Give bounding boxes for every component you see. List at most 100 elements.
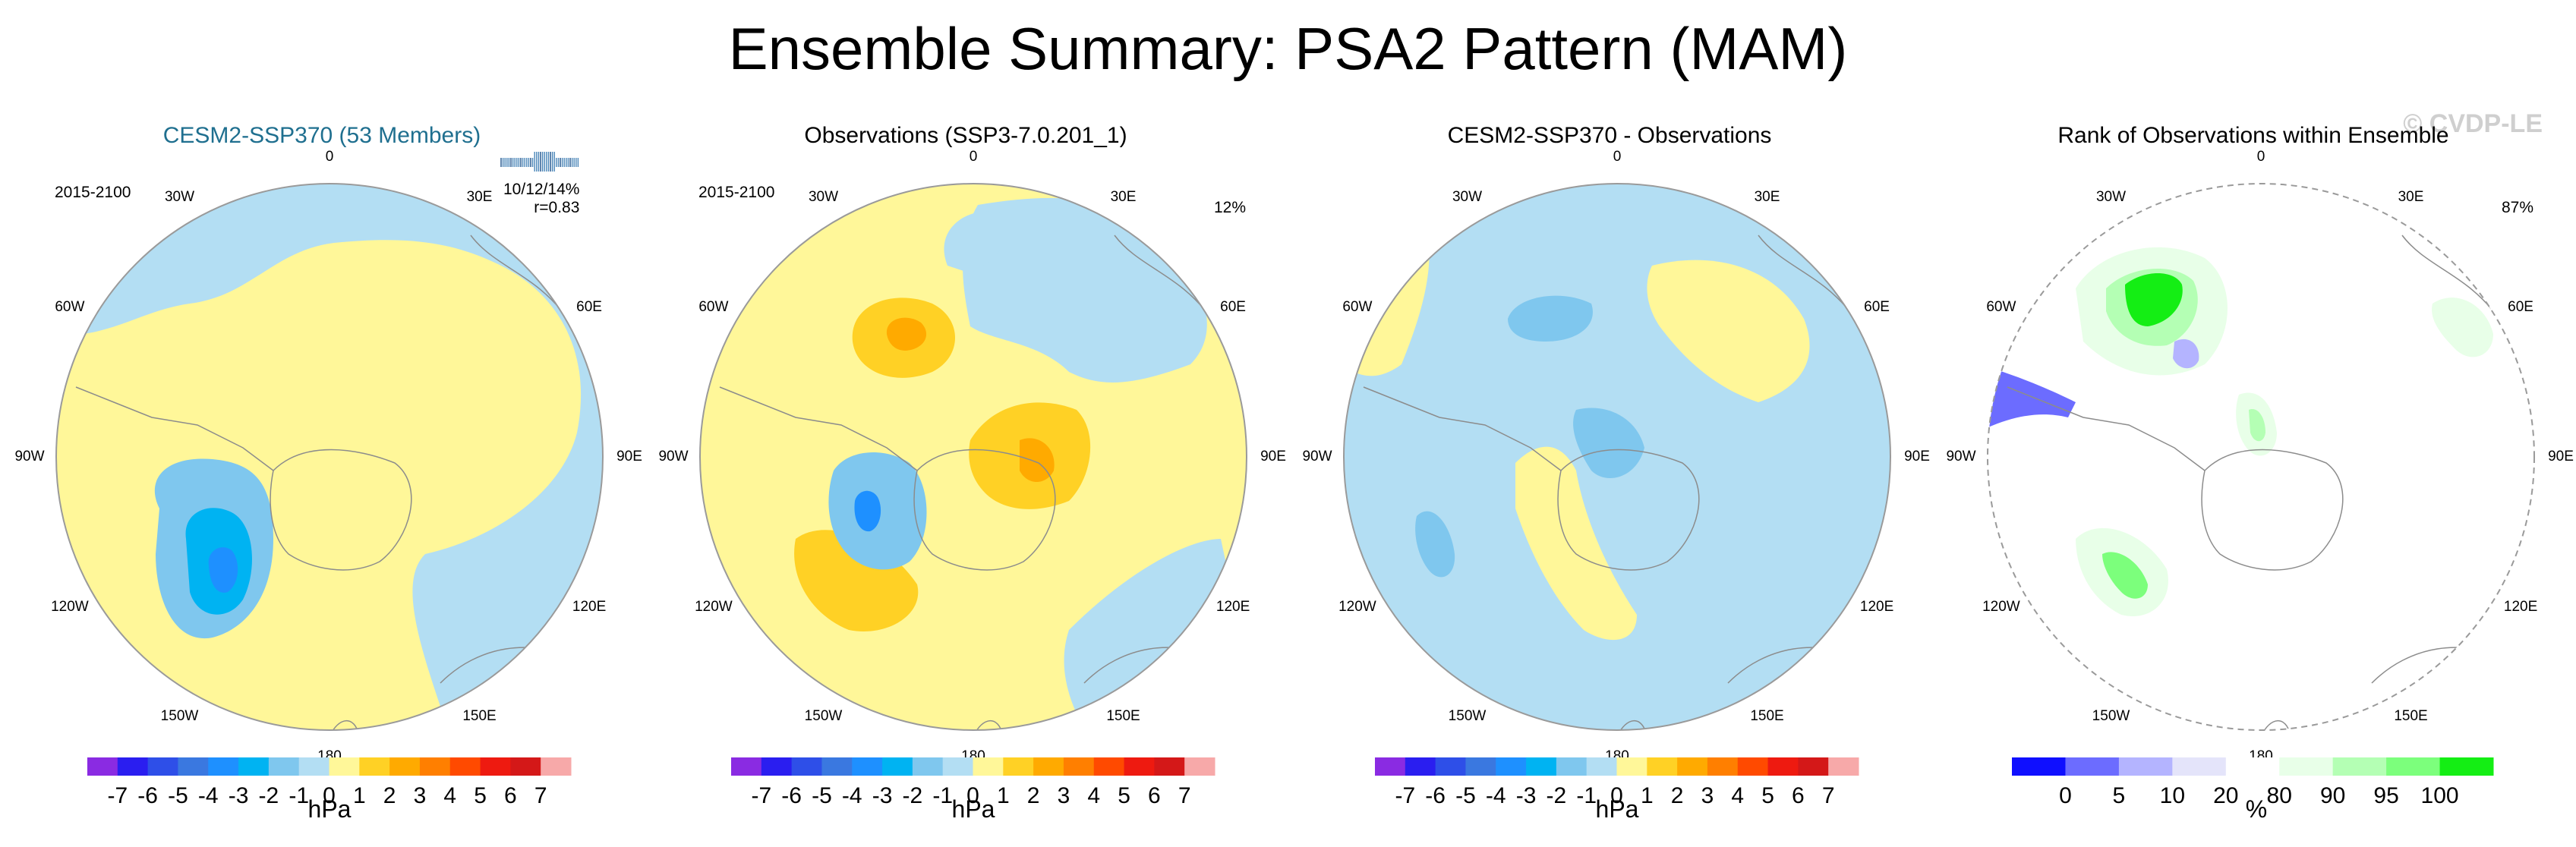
colorbar-swatch: [2225, 757, 2280, 776]
colorbar-swatch: [359, 757, 390, 776]
colorbar-tick-label: 3: [1701, 783, 1714, 808]
colorbar-tick-label: 5: [474, 783, 487, 808]
colorbar-tick-label: 7: [1178, 783, 1191, 808]
colorbar-tick-label: 100: [2421, 783, 2459, 808]
rank-95-100-region: [2102, 552, 2148, 599]
colorbar-unit: hPa: [1595, 795, 1639, 823]
colorbar-tick-label: -5: [168, 783, 188, 808]
panel-rank: Rank of Observations within Ensemble 87%…: [1931, 114, 2575, 842]
colorbar-swatch: [1647, 757, 1678, 776]
colorbar-swatch: [1616, 757, 1647, 776]
longitude-label: 150E: [462, 708, 497, 725]
colorbar-swatch: [298, 757, 329, 776]
colorbar-swatch: [1063, 757, 1095, 776]
colorbar-tick-label: -6: [137, 783, 158, 808]
colorbar-tick-label: -6: [1425, 783, 1446, 808]
antarctica-coast: [719, 386, 1056, 571]
watermark: © CVDP-LE: [2403, 109, 2543, 138]
colorbar-tick-label: 6: [1792, 783, 1805, 808]
colorbar-tick-label: 3: [414, 783, 427, 808]
colorbar-swatch: [1496, 757, 1527, 776]
colorbar-swatch: [973, 757, 1004, 776]
field-positive-region: [1515, 446, 1637, 641]
longitude-label: 120E: [572, 598, 607, 615]
longitude-label: 60W: [55, 298, 85, 315]
field-minus1-region: [1573, 408, 1644, 478]
antarctica-coast: [2007, 386, 2344, 571]
colorbar-swatch: [117, 757, 149, 776]
longitude-label: 60E: [2508, 298, 2533, 315]
colorbar-swatch: [912, 757, 944, 776]
longitude-label: 60E: [576, 298, 602, 315]
colorbar-swatch: [2172, 757, 2227, 776]
colorbar-swatch: [2386, 757, 2441, 776]
polar-map: [1343, 183, 1891, 731]
longitude-label: 30W: [808, 188, 839, 205]
colorbar-tick-label: 90: [2320, 783, 2345, 808]
colorbar-swatch: [268, 757, 300, 776]
colorbar-swatch: [1093, 757, 1125, 776]
colorbar-tick-label: 1: [997, 783, 1010, 808]
field-minus1-region: [1415, 511, 1455, 578]
colorbar-swatch: [1124, 757, 1155, 776]
longitude-label: 150W: [804, 708, 843, 725]
panel-title: Rank of Observations within Ensemble: [2057, 123, 2449, 148]
colorbar-tick-label: 0: [966, 783, 979, 808]
colorbar-tick-label: -2: [259, 783, 279, 808]
colorbar: -7 -6 -5 -4 -3 -2 -1 0 1 2 3 4 5 6 7: [731, 757, 1215, 808]
colorbar-tick-label: 7: [1822, 783, 1835, 808]
colorbar-swatch: [449, 757, 481, 776]
longitude-label: 0: [2256, 149, 2265, 165]
colorbar-swatch: [2279, 757, 2334, 776]
colorbar-tick-label: 2: [1671, 783, 1684, 808]
colorbar-tick-label: 5: [2113, 783, 2126, 808]
colorbar-swatch: [1003, 757, 1034, 776]
colorbar-swatch: [1737, 757, 1769, 776]
colorbar-swatch: [821, 757, 853, 776]
colorbar-swatch: [2118, 757, 2173, 776]
colorbar-swatch: [1405, 757, 1436, 776]
longitude-label: 120W: [1338, 598, 1376, 615]
longitude-label: 120W: [695, 598, 733, 615]
colorbar-unit: hPa: [307, 795, 352, 823]
colorbar-tick-label: 2: [383, 783, 396, 808]
field-minus1-region: [1508, 295, 1593, 342]
rank-percent: 87%: [2501, 199, 2533, 216]
longitude-label: 120W: [1982, 598, 2020, 615]
colorbar-swatch: [731, 757, 762, 776]
longitude-label: 90W: [14, 449, 45, 464]
colorbar-tick-label: -1: [932, 783, 953, 808]
colorbar-swatch: [942, 757, 973, 776]
colorbar-tick-label: 7: [534, 783, 547, 808]
colorbar-tick-label: 0: [323, 783, 336, 808]
longitude-label: 30E: [2398, 188, 2424, 205]
colorbar-swatch: [1828, 757, 1859, 776]
stats-box: 10/12/14% r=0.83: [503, 181, 579, 217]
longitude-label: 30W: [1452, 188, 1483, 205]
field-positive-region: [1647, 260, 1810, 402]
colorbar-swatch: [1707, 757, 1739, 776]
longitude-label: 60W: [698, 298, 729, 315]
colorbar: -7 -6 -5 -4 -3 -2 -1 0 1 2 3 4 5 6 7: [1375, 757, 1859, 808]
colorbar-tick-label: 1: [353, 783, 366, 808]
colorbar-swatch: [1586, 757, 1617, 776]
colorbar-swatch: [882, 757, 913, 776]
longitude-label: 150W: [160, 708, 199, 725]
rank-10-20-region: [2173, 338, 2199, 369]
colorbar-swatch: [852, 757, 883, 776]
colorbar-swatch: [1526, 757, 1557, 776]
map-boundary: [1987, 183, 2535, 731]
period-label: 2015-2100: [698, 184, 775, 201]
colorbar-tick-label: -7: [751, 783, 771, 808]
panel-title: CESM2-SSP370 (53 Members): [162, 123, 481, 148]
colorbar-tick-label: 1: [1641, 783, 1654, 808]
ensemble-member-ticks: [500, 152, 579, 172]
colorbar-swatch: [1767, 757, 1799, 776]
colorbar-tick-label: -3: [1516, 783, 1537, 808]
antarctica-coast: [75, 386, 412, 571]
field-plus2-region: [886, 317, 927, 351]
colorbar-tick-label: -3: [229, 783, 249, 808]
longitude-label: 60W: [1986, 298, 2016, 315]
panel-title: Observations (SSP3-7.0.201_1): [804, 123, 1127, 148]
longitude-label: 0: [1613, 149, 1622, 165]
